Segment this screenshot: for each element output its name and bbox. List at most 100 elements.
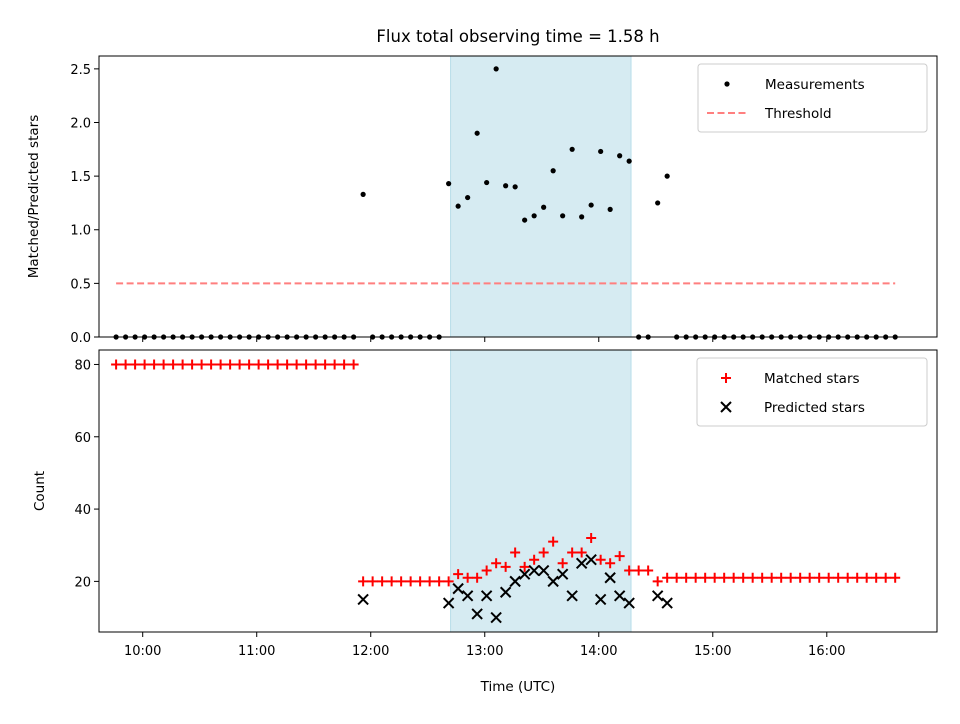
measurement-point — [655, 200, 661, 206]
top-y-axis-label: Matched/Predicted stars — [26, 115, 42, 278]
matched-star-point — [633, 565, 644, 576]
matched-star-point — [529, 554, 540, 565]
matched-star-point — [472, 572, 483, 583]
measurement-point — [607, 206, 613, 212]
matched-star-point — [567, 547, 578, 558]
matched-star-point — [187, 359, 198, 370]
top-y-tick-label: 2.5 — [70, 63, 91, 78]
matched-star-point — [206, 359, 217, 370]
matched-star-point — [738, 572, 749, 583]
x-axis-label: Time (UTC) — [480, 679, 556, 695]
predicted-star-point — [452, 582, 464, 595]
measurement-point — [446, 181, 452, 187]
bot-y-tick-label: 80 — [74, 358, 91, 373]
x-tick-label: 11:00 — [238, 644, 275, 659]
matched-star-point — [548, 536, 559, 547]
matched-star-point — [785, 572, 796, 583]
predicted-star-point — [613, 590, 626, 602]
bot-shaded-span — [450, 349, 632, 633]
matched-star-point — [196, 359, 207, 370]
legend-label: Threshold — [764, 106, 832, 122]
measurement-point — [522, 217, 528, 223]
matched-star-point — [168, 359, 179, 370]
bottom-legend: Matched stars Predicted stars — [696, 357, 928, 427]
matched-star-point — [263, 359, 274, 370]
matched-star-point — [804, 572, 815, 583]
predicted-star-point — [528, 564, 540, 577]
matched-star-point — [557, 558, 568, 569]
matched-star-point — [301, 359, 312, 370]
legend-label: Matched stars — [764, 371, 860, 387]
matched-star-point — [814, 572, 825, 583]
matched-star-point — [215, 359, 226, 370]
matched-star-point — [244, 359, 255, 370]
matched-star-point — [348, 359, 359, 370]
matched-star-point — [111, 359, 122, 370]
predicted-star-point — [575, 557, 588, 570]
measurement-point — [550, 168, 556, 174]
predicted-star-point — [651, 590, 664, 602]
matched-star-point — [823, 572, 834, 583]
top-y-tick-label: 0.5 — [70, 277, 91, 292]
predicted-star-point — [509, 575, 521, 588]
chart-title: Flux total observing time = 1.58 h — [376, 27, 659, 46]
matched-star-point — [652, 576, 663, 587]
matched-star-point — [728, 572, 739, 583]
matched-star-point — [453, 569, 464, 580]
matched-star-point — [272, 359, 283, 370]
predicted-star-point — [623, 597, 635, 609]
matched-star-point — [766, 572, 777, 583]
matched-star-point — [405, 576, 416, 587]
measurement-point — [579, 214, 585, 220]
predicted-star-point — [566, 590, 578, 602]
matched-star-point — [842, 572, 853, 583]
top-legend-box — [697, 63, 928, 133]
predicted-star-point — [480, 590, 493, 602]
predicted-star-point — [357, 593, 369, 606]
matched-star-point — [510, 547, 521, 558]
matched-star-point — [234, 359, 245, 370]
legend-label: Predicted stars — [764, 400, 865, 416]
matched-star-point — [662, 572, 673, 583]
matched-star-point — [377, 576, 388, 587]
matched-star-point — [500, 561, 511, 572]
top-panel: 0.0 0.5 1.0 1.5 2.0 2.5 Matched/Predicted sta… — [26, 55, 938, 346]
matched-star-point — [396, 576, 407, 587]
matched-star-point — [576, 547, 587, 558]
measurement-point — [484, 179, 490, 186]
matched-star-point — [681, 572, 692, 583]
measurement-point — [455, 203, 461, 209]
matched-star-point — [719, 572, 730, 583]
matched-star-point — [158, 359, 169, 370]
matched-star-point — [130, 359, 141, 370]
x-tick-label: 12:00 — [352, 644, 389, 659]
bottom-panel-frame — [98, 349, 938, 633]
predicted-star-point — [604, 572, 616, 584]
matched-star-point — [795, 572, 806, 583]
matched-star-point — [310, 359, 321, 370]
legend-matched-symbol — [721, 373, 731, 383]
matched-star-point — [757, 572, 768, 583]
x-tick-label: 15:00 — [694, 644, 731, 659]
matched-star-point — [690, 572, 701, 583]
matched-star-point — [291, 359, 302, 370]
bottom-panel: 20 40 60 80 10:00 11:00 12:00 13:00 14:00 15:00 1… — [32, 349, 938, 659]
top-panel-frame — [98, 55, 938, 338]
predicted-star-point — [518, 568, 531, 580]
measurement-point — [493, 66, 499, 72]
matched-star-point — [177, 359, 188, 370]
matched-star-point — [852, 572, 863, 583]
predicted-star-point — [471, 608, 483, 620]
matched-star-point — [120, 359, 131, 370]
matched-star-point — [358, 576, 369, 587]
matched-star-point — [586, 533, 597, 543]
matched-star-point — [595, 554, 606, 565]
predicted-star-point — [556, 568, 569, 580]
measurement-point — [465, 194, 471, 201]
matched-star-point — [329, 359, 340, 370]
matched-star-point — [709, 572, 720, 583]
matched-star-point — [481, 565, 492, 576]
measurement-point — [617, 153, 623, 159]
measurement-point — [598, 148, 604, 155]
